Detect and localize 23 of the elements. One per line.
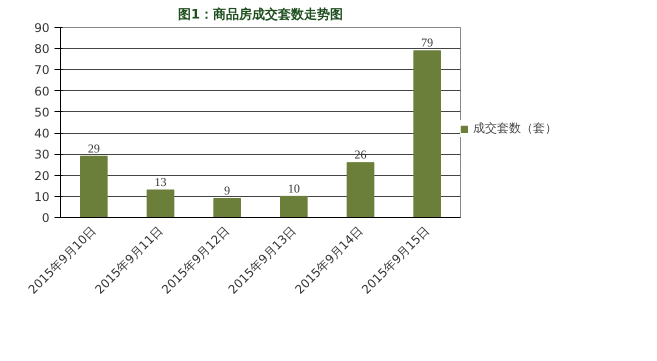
legend-label: 成交套数（套） <box>473 120 557 137</box>
data-label: 10 <box>288 181 300 196</box>
y-tick-label: 50 <box>34 105 50 120</box>
y-tick-label: 10 <box>34 190 50 204</box>
y-tick-label: 60 <box>34 84 50 98</box>
y-tick-label: 40 <box>34 126 50 141</box>
bar <box>213 198 241 218</box>
data-label: 79 <box>421 36 434 50</box>
chart-title: 图1：商品房成交套数走势图 <box>178 6 344 22</box>
y-tick-label: 70 <box>34 63 50 78</box>
y-tick-label: 0 <box>42 211 50 225</box>
data-label: 9 <box>224 184 230 198</box>
data-label: 29 <box>88 141 100 156</box>
y-tick-label: 30 <box>34 148 50 162</box>
y-tick-label: 90 <box>34 21 50 35</box>
y-tick-label: 80 <box>34 42 50 56</box>
bar <box>146 190 174 218</box>
y-tick-label: 20 <box>34 168 50 183</box>
bar <box>346 162 374 218</box>
data-label: 13 <box>154 175 166 190</box>
bar <box>280 196 308 218</box>
bar <box>80 156 108 218</box>
bar <box>413 50 441 218</box>
